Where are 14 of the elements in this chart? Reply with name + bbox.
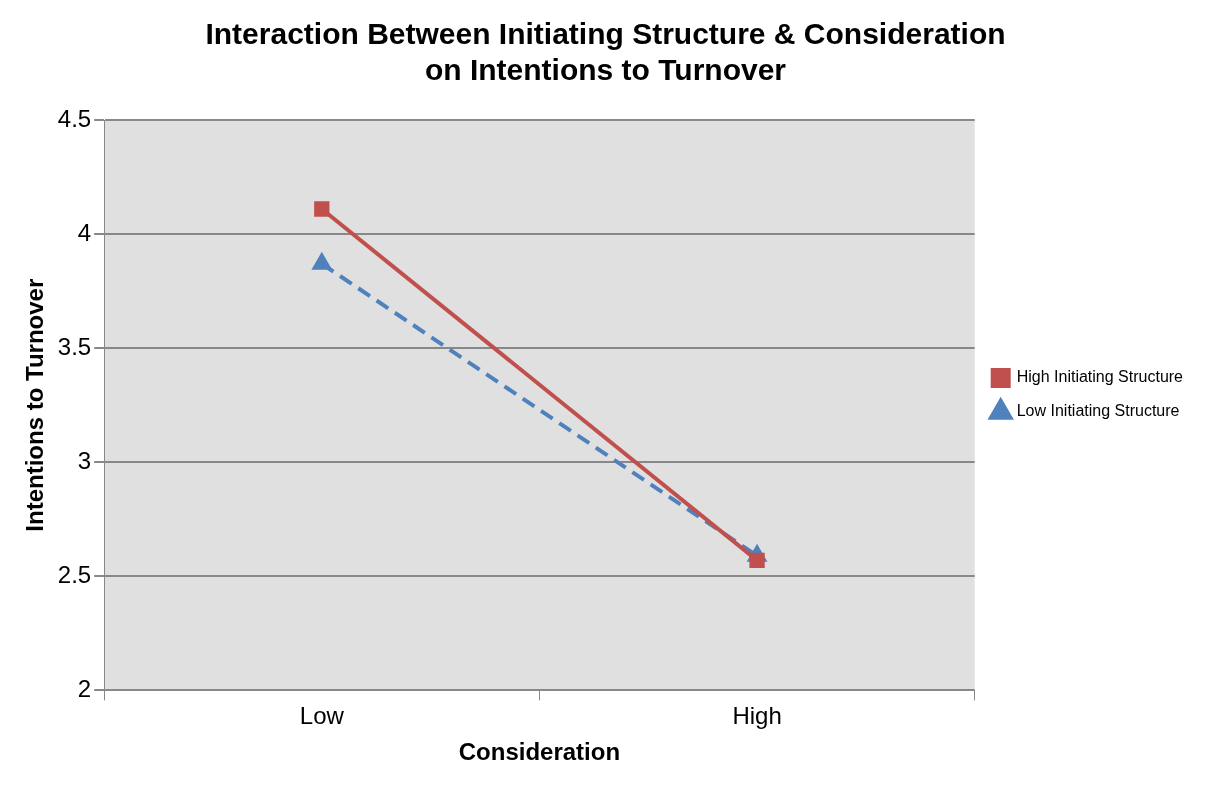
y-tick-label: 2.5 (57, 560, 92, 588)
y-tick-label: 3 (77, 446, 92, 474)
text: Interaction Between Initiating Structure & Consideration (205, 17, 1006, 51)
y-tick-label: 4 (77, 218, 92, 246)
legend-label: Low Initiating Structure (1016, 402, 1180, 420)
y-tick-label: 4.5 (57, 104, 92, 132)
y-tick-label: 2 (77, 675, 92, 703)
text: on Intentions to Turnover (424, 53, 787, 87)
y-tick-label: 3.5 (57, 332, 92, 360)
legend-label: High Initiating Structure (1016, 368, 1184, 386)
y-axis-title: Intentions to Turnover (21, 278, 49, 532)
x-axis-title: Consideration (458, 738, 621, 766)
x-tick-label: Low (299, 702, 345, 730)
x-tick-label: High (732, 702, 782, 730)
